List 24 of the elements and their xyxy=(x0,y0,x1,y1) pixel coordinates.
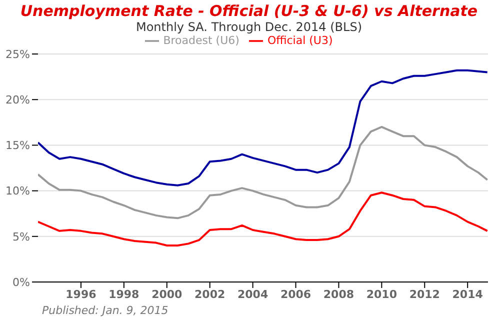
y-tick-label: 5% xyxy=(12,230,30,244)
y-tick-label: 15% xyxy=(6,139,30,152)
y-tick-label: 20% xyxy=(6,94,30,107)
y-tick-label: 0% xyxy=(12,276,30,289)
x-tick-label: 2008 xyxy=(323,288,354,301)
x-tick-label: 2000 xyxy=(152,288,183,301)
x-tick-label: 1996 xyxy=(66,288,97,301)
x-tick-label: 2014 xyxy=(452,288,484,301)
x-tick-label: 2004 xyxy=(237,288,268,301)
chart-subtitle: Monthly SA. Through Dec. 2014 (BLS) xyxy=(134,20,364,34)
legend-label: Broadest (U6) xyxy=(163,34,240,48)
legend-label: Official (U3) xyxy=(267,34,333,48)
x-tick-label: 2006 xyxy=(280,288,312,301)
x-tick-label: 2002 xyxy=(194,288,226,301)
line-series xyxy=(38,69,488,186)
text: Published: Jan. 9, 2015 xyxy=(41,304,170,317)
y-tick-label: 25% xyxy=(6,48,30,61)
line-series xyxy=(38,192,488,247)
x-tick-label: 2012 xyxy=(409,288,440,301)
x-tick-label: 2010 xyxy=(366,288,398,301)
chart-title: Unemployment Rate - Official (U-3 & U-6) vs Alternate xyxy=(19,1,479,20)
y-tick-label: 10% xyxy=(6,184,30,198)
x-tick-label: 1998 xyxy=(108,288,140,301)
line-series xyxy=(38,126,488,220)
